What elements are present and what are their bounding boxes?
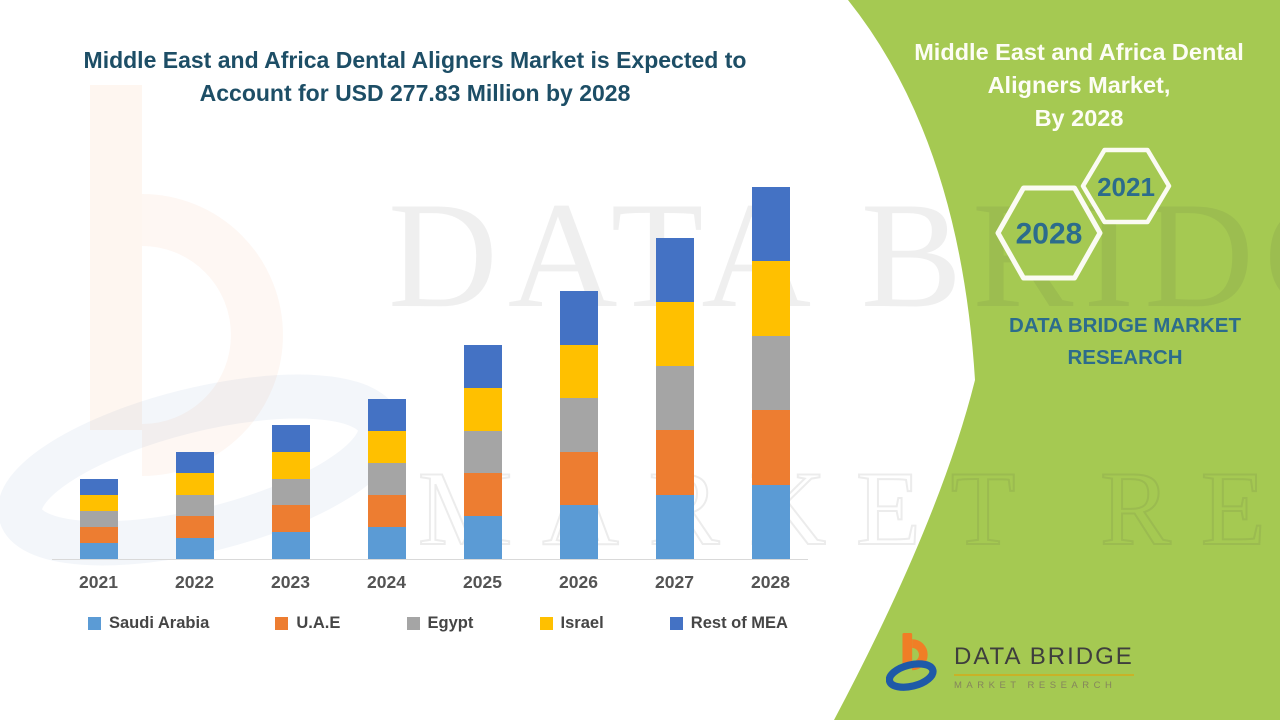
bar-segment-u-a-e-2024	[367, 494, 406, 527]
bar-segment-saudi-arabia-2023	[271, 532, 310, 559]
legend-item-egypt: Egypt	[406, 614, 474, 633]
page-title-line2: Account for USD 277.83 Million by 2028	[199, 79, 631, 106]
bar-segment-egypt-2025	[463, 430, 502, 474]
bar-segment-egypt-2024	[367, 462, 406, 495]
page-title: Middle East and Africa Dental Aligners M…	[70, 44, 760, 109]
bar-segment-rest-of-mea-2026	[559, 291, 598, 345]
data-bridge-logo-icon	[886, 632, 937, 691]
legend-swatch-icon-rest-of-mea	[669, 617, 683, 630]
bar-segment-u-a-e-2026	[559, 451, 598, 506]
x-axis-label-2024: 2024	[367, 572, 406, 592]
bar-segment-saudi-arabia-2026	[559, 505, 598, 559]
right-panel-title: Middle East and Africa Dental Aligners M…	[898, 36, 1260, 135]
bar-segment-saudi-arabia-2027	[655, 494, 694, 559]
bar-2021	[79, 478, 118, 559]
legend-label-israel: Israel	[560, 614, 604, 632]
data-bridge-logo: DATA BRIDGE MARKET RESEARCH	[886, 628, 1134, 696]
bar-segment-rest-of-mea-2027	[655, 237, 694, 302]
logo-underline	[954, 674, 1134, 676]
legend-swatch-icon-u-a-e	[275, 617, 289, 630]
bar-2024	[367, 398, 406, 559]
stacked-bar-chart	[52, 168, 808, 560]
legend-item-u-a-e: U.A.E	[275, 614, 340, 633]
x-axis-labels: 2021 2022 2023 2024 2025 2026 2027 2028	[52, 572, 808, 596]
bar-segment-u-a-e-2028	[751, 410, 790, 485]
x-axis-label-2026: 2026	[559, 572, 598, 592]
bar-segment-israel-2023	[271, 451, 310, 479]
logo-brand-text: DATA BRIDGE	[954, 643, 1134, 670]
bar-segment-rest-of-mea-2021	[79, 478, 118, 495]
bar-segment-u-a-e-2027	[655, 430, 694, 495]
bar-segment-israel-2027	[655, 301, 694, 367]
bar-segment-rest-of-mea-2024	[367, 398, 406, 431]
bar-segment-u-a-e-2023	[271, 505, 310, 533]
legend-swatch-icon-saudi-arabia	[88, 617, 101, 630]
bar-segment-israel-2021	[79, 494, 118, 511]
right-panel-title-line3: By 2028	[1034, 104, 1124, 131]
right-panel-title-line2: Aligners Market,	[987, 71, 1171, 98]
bar-segment-rest-of-mea-2025	[463, 345, 502, 388]
bar-2023	[271, 425, 310, 559]
logo-tagline-text: MARKET RESEARCH	[954, 680, 1117, 691]
legend-swatch-icon-egypt	[406, 617, 420, 630]
bar-segment-saudi-arabia-2022	[175, 537, 214, 559]
brand-text: DATA BRIDGE MARKET RESEARCH	[1009, 314, 1241, 369]
logo-text-block: DATA BRIDGE MARKET RESEARCH	[954, 643, 1134, 691]
bar-segment-israel-2028	[751, 261, 790, 336]
right-panel-title-line1: Middle East and Africa Dental	[914, 39, 1244, 65]
bar-2028	[751, 187, 790, 559]
bar-segment-egypt-2021	[79, 510, 118, 527]
bar-segment-rest-of-mea-2022	[175, 452, 214, 474]
bar-segment-rest-of-mea-2028	[751, 187, 790, 262]
bar-2022	[175, 452, 214, 559]
x-axis-label-2022: 2022	[175, 572, 214, 592]
bar-segment-egypt-2028	[751, 335, 790, 411]
bar-segment-u-a-e-2022	[175, 516, 214, 538]
bar-segment-israel-2025	[463, 387, 502, 431]
bar-segment-saudi-arabia-2021	[79, 542, 118, 559]
bar-segment-saudi-arabia-2025	[463, 516, 502, 559]
legend-label-saudi-arabia: Saudi Arabia	[109, 614, 210, 632]
page-title-line1: Middle East and Africa Dental Aligners M…	[83, 47, 747, 73]
bar-2026	[559, 291, 598, 559]
legend-swatch-icon-israel	[539, 617, 553, 630]
bar-segment-egypt-2022	[175, 494, 214, 517]
x-axis-label-2023: 2023	[271, 572, 310, 592]
x-axis-line	[52, 559, 808, 560]
legend-item-saudi-arabia: Saudi Arabia	[88, 614, 209, 633]
bar-segment-egypt-2027	[655, 366, 694, 431]
x-axis-label-2021: 2021	[79, 572, 118, 592]
bar-2025	[463, 345, 502, 559]
bar-segment-israel-2024	[367, 430, 406, 463]
bar-segment-u-a-e-2021	[79, 526, 118, 543]
bar-segment-israel-2022	[175, 473, 214, 495]
legend-item-israel: Israel	[539, 614, 604, 633]
legend-label-u-a-e: U.A.E	[296, 614, 341, 632]
x-axis-label-2027: 2027	[655, 572, 694, 592]
x-axis-label-2025: 2025	[463, 572, 502, 592]
legend: Saudi Arabia U.A.E Egypt Israel Rest of MEA	[88, 614, 788, 633]
legend-label-egypt: Egypt	[427, 614, 474, 632]
bar-2027	[655, 237, 694, 559]
bar-segment-u-a-e-2025	[463, 473, 502, 517]
bar-segment-saudi-arabia-2028	[751, 484, 790, 559]
bar-segment-rest-of-mea-2023	[271, 425, 310, 452]
legend-item-rest-of-mea: Rest of MEA	[669, 614, 788, 633]
bar-segment-israel-2026	[559, 344, 598, 399]
x-axis-label-2028: 2028	[751, 572, 790, 592]
bar-segment-egypt-2026	[559, 398, 598, 452]
bar-segment-egypt-2023	[271, 478, 310, 506]
bar-segment-saudi-arabia-2024	[367, 526, 406, 559]
legend-label-rest-of-mea: Rest of MEA	[690, 614, 788, 632]
